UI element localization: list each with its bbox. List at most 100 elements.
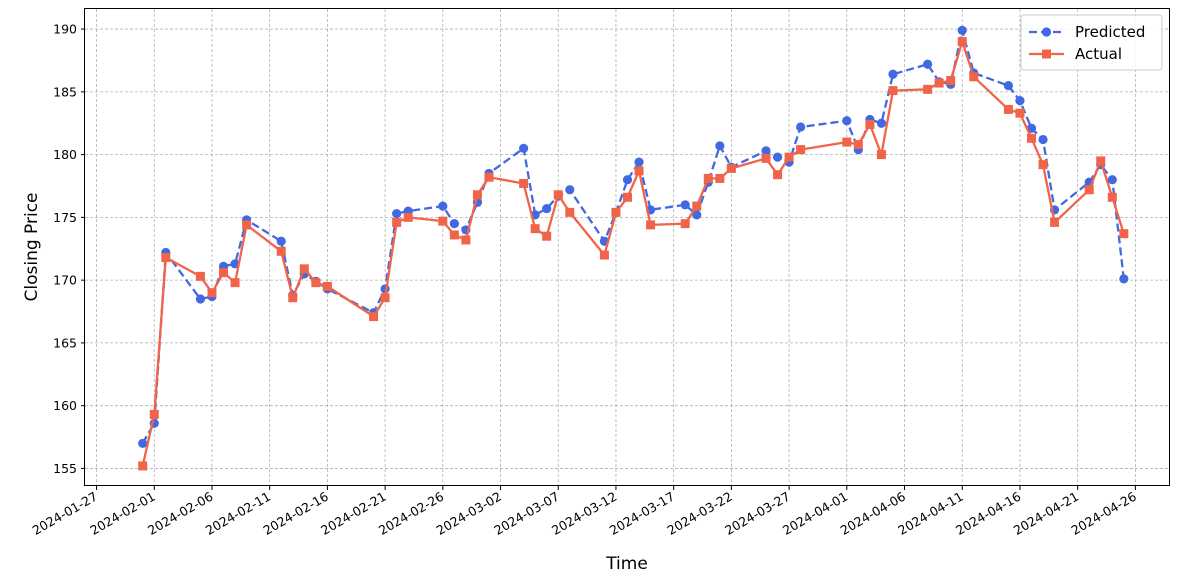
- actual-point: [865, 119, 875, 129]
- actual-point: [784, 152, 794, 162]
- legend-item-actual: Actual: [1029, 45, 1122, 63]
- y-tick-label: 155: [53, 461, 77, 476]
- actual-point: [565, 207, 575, 217]
- actual-point: [219, 268, 229, 278]
- predicted-point: [138, 438, 148, 448]
- actual-point: [299, 264, 309, 274]
- actual-point: [161, 253, 171, 263]
- predicted-point: [692, 210, 702, 220]
- actual-point: [796, 145, 806, 155]
- actual-point: [646, 220, 656, 230]
- y-tick-label: 185: [53, 84, 77, 99]
- actual-point: [923, 84, 933, 94]
- y-tick-label: 180: [53, 147, 77, 162]
- actual-point: [380, 293, 390, 303]
- actual-point: [403, 212, 413, 222]
- actual-point: [288, 293, 298, 303]
- predicted-point: [519, 143, 529, 153]
- predicted-point: [195, 294, 206, 304]
- actual-point: [1096, 156, 1106, 166]
- predicted-point: [888, 69, 898, 79]
- y-axis-title: Closing Price: [22, 192, 42, 301]
- predicted-point: [680, 200, 690, 210]
- actual-point: [195, 271, 205, 281]
- actual-point: [726, 163, 736, 173]
- actual-point: [207, 288, 217, 298]
- actual-point: [530, 224, 540, 234]
- actual-point: [392, 217, 402, 227]
- actual-point: [842, 137, 852, 147]
- predicted-point: [1107, 175, 1117, 185]
- actual-point: [1003, 104, 1013, 114]
- actual-point: [1119, 229, 1129, 239]
- predicted-point: [715, 141, 725, 151]
- predicted-point: [796, 122, 806, 132]
- actual-point: [715, 173, 725, 183]
- actual-point: [853, 140, 863, 150]
- predicted-point: [923, 59, 933, 69]
- y-tick-label: 170: [53, 273, 77, 288]
- actual-point: [599, 250, 609, 260]
- predicted-point: [565, 185, 575, 195]
- legend-label: Predicted: [1075, 23, 1145, 41]
- actual-point: [957, 37, 967, 47]
- legend-item-predicted: Predicted: [1029, 23, 1145, 41]
- actual-point: [1107, 192, 1117, 202]
- actual-point: [472, 190, 482, 200]
- actual-point: [149, 409, 159, 419]
- predicted-point: [1038, 134, 1048, 145]
- actual-point: [692, 201, 702, 211]
- predicted-point: [1026, 123, 1037, 133]
- y-tick-label: 160: [53, 398, 77, 413]
- actual-point: [946, 76, 956, 86]
- actual-point: [761, 153, 771, 163]
- predicted-point: [1015, 96, 1025, 106]
- predicted-point: [1119, 274, 1129, 284]
- legend-marker: [1042, 49, 1051, 59]
- predicted-point: [438, 201, 448, 211]
- actual-point: [1015, 108, 1025, 118]
- actual-point: [461, 235, 471, 245]
- predicted-point: [449, 219, 459, 229]
- actual-point: [1050, 217, 1060, 227]
- legend-label: Actual: [1075, 45, 1122, 63]
- predicted-point: [876, 118, 887, 128]
- actual-point: [438, 216, 448, 226]
- actual-series: [138, 37, 1129, 471]
- actual-point: [888, 86, 898, 96]
- legend-box: [1020, 14, 1163, 71]
- y-tick-label: 190: [53, 22, 77, 37]
- y-axis: 155 160 165 170 175 180 185 190: [53, 22, 85, 476]
- actual-point: [484, 172, 494, 182]
- y-tick-label: 165: [53, 335, 77, 350]
- actual-point: [680, 219, 690, 229]
- actual-point: [1026, 133, 1036, 143]
- actual-point: [773, 170, 783, 180]
- grid-lines: [85, 9, 1170, 486]
- actual-point: [542, 231, 552, 241]
- actual-point: [876, 150, 886, 160]
- plot-frame: [84, 8, 1170, 486]
- legend-marker: [1041, 27, 1052, 37]
- actual-point: [969, 72, 979, 82]
- actual-line: [141, 40, 1125, 467]
- predicted-point: [634, 157, 644, 167]
- predicted-point: [1003, 80, 1014, 91]
- actual-point: [242, 220, 252, 230]
- actual-point: [934, 78, 944, 88]
- predicted-point: [622, 175, 633, 185]
- y-tick-label: 175: [53, 210, 77, 225]
- predicted-point: [957, 25, 967, 35]
- actual-point: [519, 178, 529, 188]
- actual-point: [553, 190, 563, 200]
- actual-point: [369, 312, 379, 322]
- predicted-point: [772, 152, 783, 162]
- x-axis-title: Time: [605, 554, 648, 574]
- actual-point: [230, 278, 240, 288]
- actual-point: [276, 246, 286, 256]
- actual-point: [322, 281, 332, 291]
- actual-point: [138, 461, 148, 471]
- actual-point: [1084, 185, 1094, 195]
